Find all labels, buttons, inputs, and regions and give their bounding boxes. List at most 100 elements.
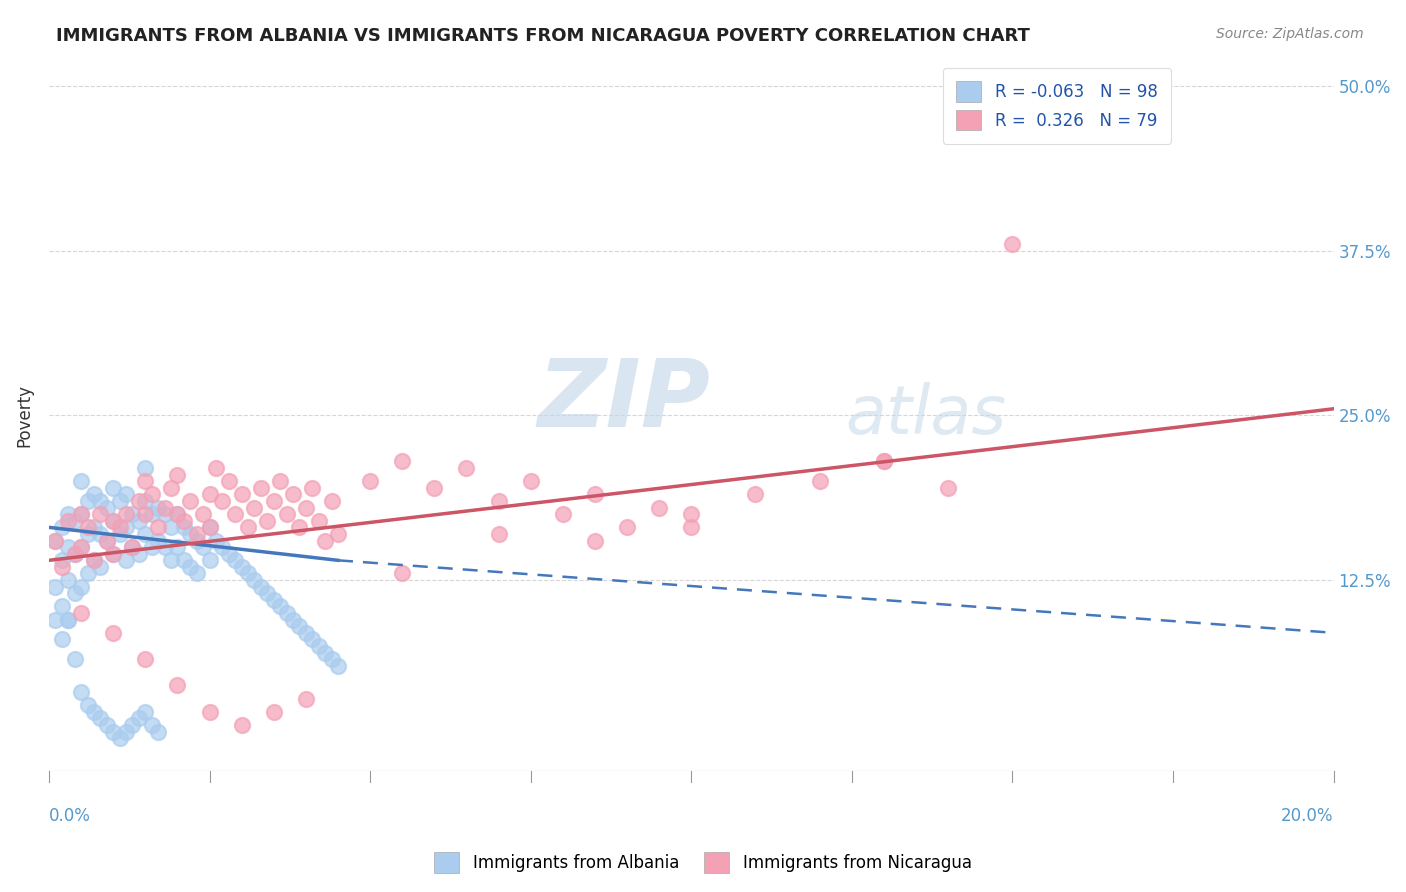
Point: [76, 520, 98, 534]
Point: [70, 685, 93, 699]
Point: [134, 705, 156, 719]
Point: [70, 580, 93, 594]
Point: [96, 533, 118, 548]
Point: [121, 540, 143, 554]
Point: [616, 520, 638, 534]
Point: [936, 481, 959, 495]
Point: [173, 514, 195, 528]
Point: [301, 481, 323, 495]
Point: [308, 639, 330, 653]
Point: [70, 606, 93, 620]
Point: [326, 658, 349, 673]
Point: [134, 652, 156, 666]
Point: [128, 547, 150, 561]
Point: [134, 507, 156, 521]
Point: [681, 507, 703, 521]
Point: [179, 494, 201, 508]
Point: [108, 527, 131, 541]
Point: [224, 507, 246, 521]
Point: [256, 514, 278, 528]
Point: [198, 487, 221, 501]
Point: [166, 507, 188, 521]
Point: [166, 678, 188, 692]
Point: [153, 507, 176, 521]
Point: [96, 718, 118, 732]
Point: [44, 613, 66, 627]
Point: [96, 500, 118, 515]
Point: [488, 527, 510, 541]
Point: [179, 560, 201, 574]
Point: [263, 494, 285, 508]
Point: [141, 487, 163, 501]
Point: [76, 566, 98, 581]
Point: [103, 481, 125, 495]
Point: [231, 718, 253, 732]
Point: [269, 599, 291, 614]
Point: [456, 461, 478, 475]
Point: [160, 481, 183, 495]
Legend: R = -0.063   N = 98, R =  0.326   N = 79: R = -0.063 N = 98, R = 0.326 N = 79: [943, 68, 1171, 144]
Point: [115, 724, 138, 739]
Point: [166, 540, 188, 554]
Point: [63, 586, 86, 600]
Point: [103, 514, 125, 528]
Point: [76, 698, 98, 713]
Point: [301, 632, 323, 647]
Point: [218, 547, 240, 561]
Point: [236, 566, 259, 581]
Point: [281, 613, 304, 627]
Point: [63, 652, 86, 666]
Point: [295, 625, 318, 640]
Point: [314, 533, 336, 548]
Point: [134, 475, 156, 489]
Point: [583, 487, 606, 501]
Point: [128, 494, 150, 508]
Text: 0.0%: 0.0%: [49, 806, 91, 825]
Point: [121, 507, 143, 521]
Point: [186, 533, 208, 548]
Point: [295, 691, 318, 706]
Point: [308, 514, 330, 528]
Point: [51, 560, 73, 574]
Point: [153, 540, 176, 554]
Point: [166, 467, 188, 482]
Point: [243, 500, 266, 515]
Point: [121, 540, 143, 554]
Point: [179, 527, 201, 541]
Point: [205, 461, 228, 475]
Point: [108, 494, 131, 508]
Point: [58, 573, 80, 587]
Point: [51, 599, 73, 614]
Y-axis label: Poverty: Poverty: [15, 384, 32, 447]
Point: [121, 718, 143, 732]
Point: [873, 454, 896, 468]
Point: [153, 500, 176, 515]
Point: [218, 475, 240, 489]
Point: [89, 494, 111, 508]
Point: [519, 475, 541, 489]
Point: [160, 553, 183, 567]
Point: [276, 507, 298, 521]
Point: [83, 487, 105, 501]
Point: [250, 580, 273, 594]
Point: [186, 527, 208, 541]
Point: [488, 494, 510, 508]
Point: [58, 613, 80, 627]
Point: [103, 547, 125, 561]
Point: [103, 724, 125, 739]
Point: [326, 527, 349, 541]
Point: [134, 494, 156, 508]
Point: [76, 527, 98, 541]
Point: [141, 718, 163, 732]
Point: [108, 731, 131, 746]
Text: Source: ZipAtlas.com: Source: ZipAtlas.com: [1216, 27, 1364, 41]
Point: [146, 533, 169, 548]
Point: [243, 573, 266, 587]
Point: [89, 527, 111, 541]
Point: [83, 553, 105, 567]
Point: [103, 625, 125, 640]
Point: [198, 520, 221, 534]
Point: [173, 520, 195, 534]
Point: [63, 514, 86, 528]
Point: [211, 540, 233, 554]
